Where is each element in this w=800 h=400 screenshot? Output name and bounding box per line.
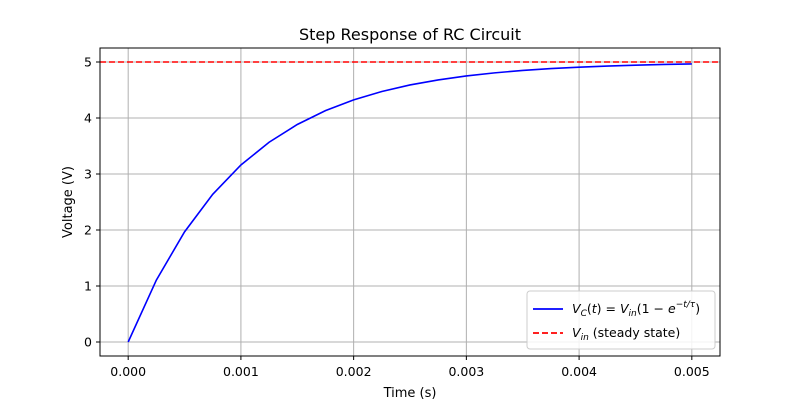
legend-box bbox=[526, 290, 716, 350]
y-tick-label: 3 bbox=[84, 167, 92, 182]
x-tick-label: 0.000 bbox=[110, 364, 146, 379]
legend-label-vin: Vin (steady state) bbox=[572, 325, 680, 343]
series-layer bbox=[100, 61, 720, 343]
y-tick-label: 4 bbox=[84, 111, 92, 126]
x-tick-label: 0.005 bbox=[674, 364, 710, 379]
y-tick-label: 2 bbox=[84, 223, 92, 238]
y-tick-label: 1 bbox=[84, 279, 92, 294]
series-line-vc bbox=[127, 63, 692, 343]
x-tick-label: 0.002 bbox=[336, 364, 372, 379]
axis-ticks: 0.000 0.001 0.002 0.003 0.004 0.005 0 1 2 3 4 5 bbox=[84, 55, 710, 380]
x-tick-label: 0.003 bbox=[448, 364, 484, 379]
y-tick-label: 5 bbox=[84, 55, 92, 70]
x-tick-label: 0.004 bbox=[561, 364, 597, 379]
y-axis-label: Voltage (V) bbox=[61, 166, 76, 238]
plot-area-frame bbox=[99, 47, 721, 357]
x-tick-label: 0.001 bbox=[223, 364, 259, 379]
x-axis-label: Time (s) bbox=[383, 386, 437, 400]
legend-label-vc: VC(t) = Vin(1 − e−t/τ) bbox=[572, 300, 700, 319]
legend: VC(t) = Vin(1 − e−t/τ) Vin (steady state… bbox=[526, 290, 716, 350]
chart-title: Step Response of RC Circuit bbox=[299, 25, 521, 44]
y-tick-label: 0 bbox=[84, 335, 92, 350]
